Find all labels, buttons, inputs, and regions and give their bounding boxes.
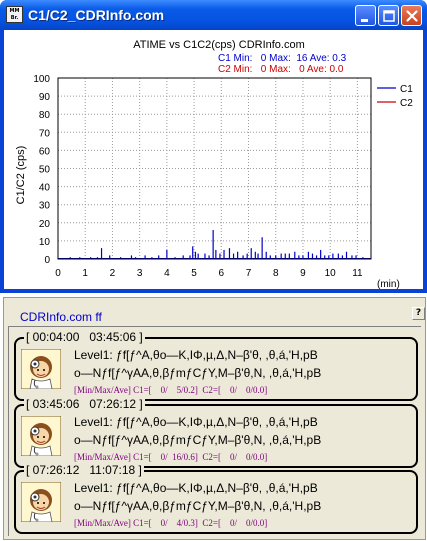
chart-ticks: 0 10 20 30 40 50 60 70 80 90 100 0 1 2 3 4 5 6 7 8 9 10 11 [33,74,363,279]
chart-title: ATIME vs C1C2(cps) CDRInfo.com [133,39,305,51]
chart-stats-c2: C2 Min: 0 Max: 0 Ave: 0.0 [218,64,344,75]
interval-group-1: [ 00:04:00  03:45:06 ] Level1: ƒf[ƒ^… [14,330,418,401]
doctor-avatar-icon [21,349,61,389]
x-tick-label: 0 [55,268,61,279]
interval-group-3: [ 07:26:12  11:07:18 ] Level1: ƒf[ƒ^… [14,463,418,534]
group-level-line: Level1: ƒf[ƒ^A,θo—K,IΦ,µ,Δ,N–β'θ,… [74,481,318,495]
x-tick-label: 7 [246,268,252,279]
y-tick-label: 100 [33,74,50,85]
maximize-icon [383,10,395,22]
maximize-button[interactable] [378,5,399,26]
x-tick-label: 10 [325,268,337,279]
group-stats-line: [Min/Max/Ave] C1=[ 0/ 5/0.2] C2=[ 0/ 0/0… [74,385,268,395]
chart-grid [58,78,371,259]
doctor-avatar-icon [21,416,61,456]
y-tick-label: 70 [39,128,51,139]
chart-window: MM Br. C1/C2_CDRInfo.com ATIME vs C1C2(c… [0,0,427,293]
y-tick-label: 40 [39,183,51,194]
help-button[interactable]: ? [412,307,425,320]
doctor-avatar-icon [21,482,61,522]
legend-label-c1: C1 [400,84,413,95]
group-time-range: [ 00:04:00  03:45:06 ] [24,330,145,346]
group-time-range: [ 07:26:12  11:07:18 ] [24,463,144,479]
minimize-button[interactable] [355,5,376,26]
legend-label-c2: C2 [400,98,413,109]
group-description-line: o—Nƒf[ƒ^γAA,θ,βƒmƒCƒY,M–β'θ,N, ,θ,á… [74,433,322,447]
x-tick-label: 2 [110,268,116,279]
x-tick-label: 6 [219,268,225,279]
y-tick-label: 0 [44,255,50,266]
chart-series [58,230,371,259]
panel-content: [ 00:04:00  03:45:06 ] Level1: ƒf[ƒ^… [8,326,421,536]
x-tick-label: 4 [164,268,170,279]
app-icon-text-bottom: Br. [10,15,19,21]
y-tick-label: 20 [39,219,51,230]
interval-group-2: [ 03:45:06  07:26:12 ] Level1: ƒf[ƒ^… [14,397,418,468]
group-time-range: [ 03:45:06  07:26:12 ] [24,397,145,413]
group-stats-line: [Min/Max/Ave] C1=[ 0/ 16/0.6] C2=[ 0/ 0/… [74,452,268,462]
group-stats-line: [Min/Max/Ave] C1=[ 0/ 4/0.3] C2=[ 0/ 0/0… [74,518,268,528]
plot-frame [57,77,372,260]
y-tick-label: 80 [39,110,51,121]
y-tick-label: 10 [39,237,51,248]
close-icon [406,10,418,22]
c1c2-chart: ATIME vs C1C2(cps) CDRInfo.com C1 Min: 0… [15,39,413,289]
window-title: C1/C2_CDRInfo.com [28,7,165,23]
x-tick-label: 8 [273,268,279,279]
minimize-icon [361,19,368,22]
app-icon[interactable]: MM Br. [6,6,23,23]
x-tick-label: 11 [352,268,363,279]
group-level-line: Level1: ƒf[ƒ^A,θo—K,IΦ,µ,Δ,N–β'θ,… [74,415,318,429]
y-tick-label: 30 [39,201,51,212]
chart-legend: C1C2 [377,84,413,109]
chart-area: ATIME vs C1C2(cps) CDRInfo.com C1 Min: 0… [4,30,423,289]
app-icon-text-top: MM [9,8,20,14]
x-tick-label: 9 [300,268,306,279]
y-tick-label: 50 [39,165,51,176]
close-button[interactable] [401,5,422,26]
panel-title: CDRInfo.com ff [20,310,102,324]
group-level-line: Level1: ƒf[ƒ^A,θo—K,IΦ,µ,Δ,N–β'θ,… [74,348,318,362]
x-tick-label: 1 [82,268,88,279]
y-tick-label: 90 [39,92,51,103]
group-description-line: o—Nƒf[ƒ^γAA,θ,βƒmƒCƒY,M–β'θ,N, ,θ,á… [74,366,322,380]
x-axis-label: (min) [377,279,400,289]
group-description-line: o—Nƒf[ƒ^γAA,θ,βƒmƒCƒY,M–β'θ,N, ,θ,á… [74,499,322,513]
info-panel: CDRInfo.com ff ? [ 00:04:00  03:45:06 … [3,297,426,540]
x-tick-label: 5 [191,268,197,279]
y-tick-label: 60 [39,146,51,157]
title-bar[interactable]: MM Br. C1/C2_CDRInfo.com [0,0,427,30]
y-axis-label: C1/C2 (cps) [15,146,27,205]
chart-stats-c1: C1 Min: 0 Max: 16 Ave: 0.3 [218,53,347,64]
x-tick-label: 3 [137,268,143,279]
